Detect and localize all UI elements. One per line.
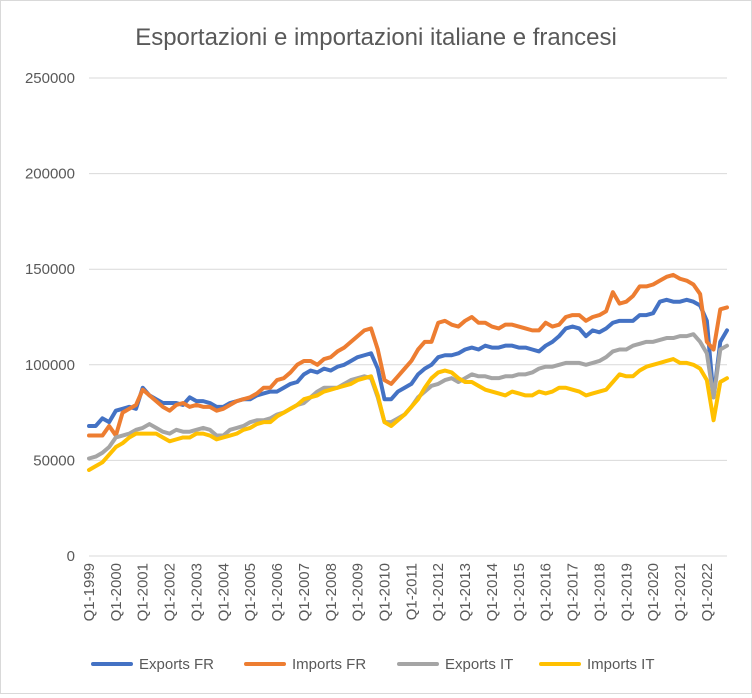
x-tick-label: Q1-2021 (672, 563, 689, 621)
x-tick-label: Q1-2001 (135, 563, 152, 621)
x-tick-label: Q1-2008 (323, 563, 340, 621)
legend-label: Imports FR (292, 656, 366, 673)
x-tick-label: Q1-2020 (645, 563, 662, 621)
series-line-imports-it (87, 357, 729, 472)
x-tick-label: Q1-2012 (430, 563, 447, 621)
x-axis-tick-labels: Q1-1999 Q1-2000 Q1-2001 Q1-2002 Q1-2003 Q1-20… (81, 563, 716, 621)
x-tick-label: Q1-2000 (108, 563, 125, 621)
x-tick-label: Q1-2003 (188, 563, 205, 621)
y-tick-label: 100000 (25, 357, 75, 374)
y-tick-label: 200000 (25, 166, 75, 183)
x-tick-label: Q1-2017 (565, 563, 582, 621)
gridlines (89, 77, 727, 557)
x-tick-label: Q1-2002 (162, 563, 179, 621)
series-lines (87, 272, 729, 472)
y-tick-label: 0 (67, 548, 75, 565)
x-tick-label: Q1-2007 (296, 563, 313, 621)
series-line-exports-fr (87, 297, 729, 428)
x-tick-label: Q1-1999 (81, 563, 98, 621)
y-tick-label: 50000 (33, 452, 75, 469)
legend-label: Exports IT (445, 656, 513, 673)
x-tick-label: Q1-2011 (403, 563, 420, 620)
x-tick-label: Q1-2004 (215, 563, 232, 621)
legend-label: Exports FR (139, 656, 214, 673)
x-tick-label: Q1-2019 (618, 563, 635, 621)
series-line-exports-it (87, 332, 729, 461)
x-tick-label: Q1-2013 (457, 563, 474, 621)
y-tick-label: 150000 (25, 261, 75, 278)
x-tick-label: Q1-2014 (484, 563, 501, 621)
x-tick-label: Q1-2015 (511, 563, 528, 621)
x-tick-label: Q1-2022 (699, 563, 716, 621)
legend: Exports FR Imports FR Exports IT Imports IT (91, 656, 655, 673)
x-tick-label: Q1-2016 (538, 563, 555, 621)
y-tick-label: 250000 (25, 70, 75, 87)
x-tick-label: Q1-2006 (269, 563, 286, 621)
series-line-imports-fr (87, 272, 729, 438)
chart-title: Esportazioni e importazioni italiane e f… (135, 24, 617, 51)
legend-label: Imports IT (587, 656, 655, 673)
y-axis-tick-labels: 0 50000 100000 150000 200000 250000 (25, 70, 75, 565)
x-tick-label: Q1-2010 (376, 563, 393, 621)
x-tick-label: Q1-2009 (350, 563, 367, 621)
x-tick-label: Q1-2018 (591, 563, 608, 621)
x-tick-label: Q1-2005 (242, 563, 259, 621)
